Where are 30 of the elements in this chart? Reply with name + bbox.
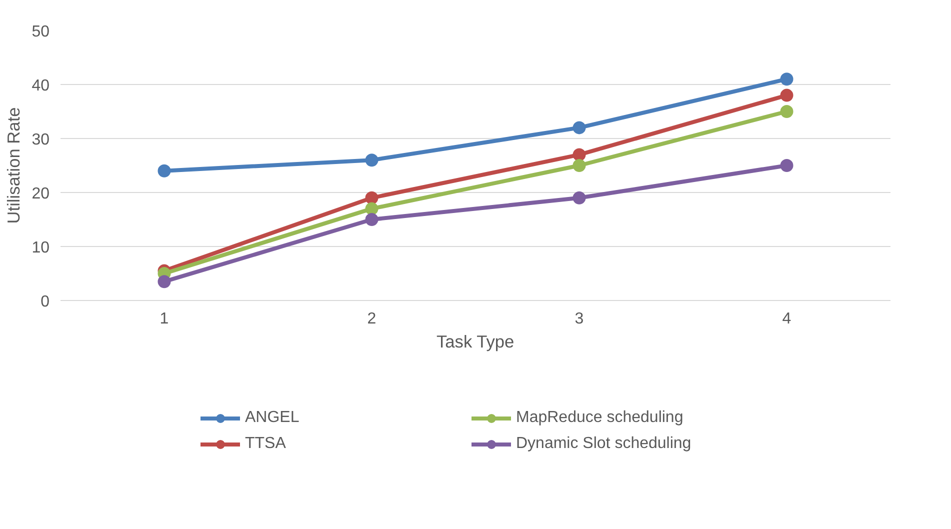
point [572, 191, 586, 204]
legend-label: Dynamic Slot scheduling [516, 435, 692, 453]
point [572, 148, 586, 162]
point [158, 275, 171, 288]
point [780, 72, 794, 86]
x-tick-label: 1 [160, 310, 169, 328]
legend-label: ANGEL [245, 409, 300, 427]
y-tick-label: 10 [32, 240, 50, 256]
y-axis-title: Utilisation Rate [4, 107, 24, 224]
point [780, 105, 794, 118]
y-tick-label: 20 [32, 186, 50, 202]
x-tick-label: 3 [574, 310, 584, 328]
y-tick-label: 30 [32, 132, 50, 148]
x-tick-label: 4 [782, 310, 792, 328]
point [572, 159, 586, 172]
legend-label: TTSA [245, 435, 287, 453]
x-axis-title: Task Type [436, 332, 514, 352]
point [365, 213, 378, 226]
point [158, 164, 171, 178]
y-tick-label: 50 [32, 24, 50, 40]
point [780, 88, 794, 102]
x-tick-label: 2 [367, 310, 376, 328]
point [572, 121, 586, 134]
point [365, 154, 378, 167]
y-tick-label: 40 [32, 78, 50, 94]
legend-label: MapReduce scheduling [516, 409, 684, 427]
y-tick-label: 0 [40, 294, 50, 310]
point [780, 159, 794, 172]
point [365, 202, 378, 216]
point [365, 191, 378, 204]
